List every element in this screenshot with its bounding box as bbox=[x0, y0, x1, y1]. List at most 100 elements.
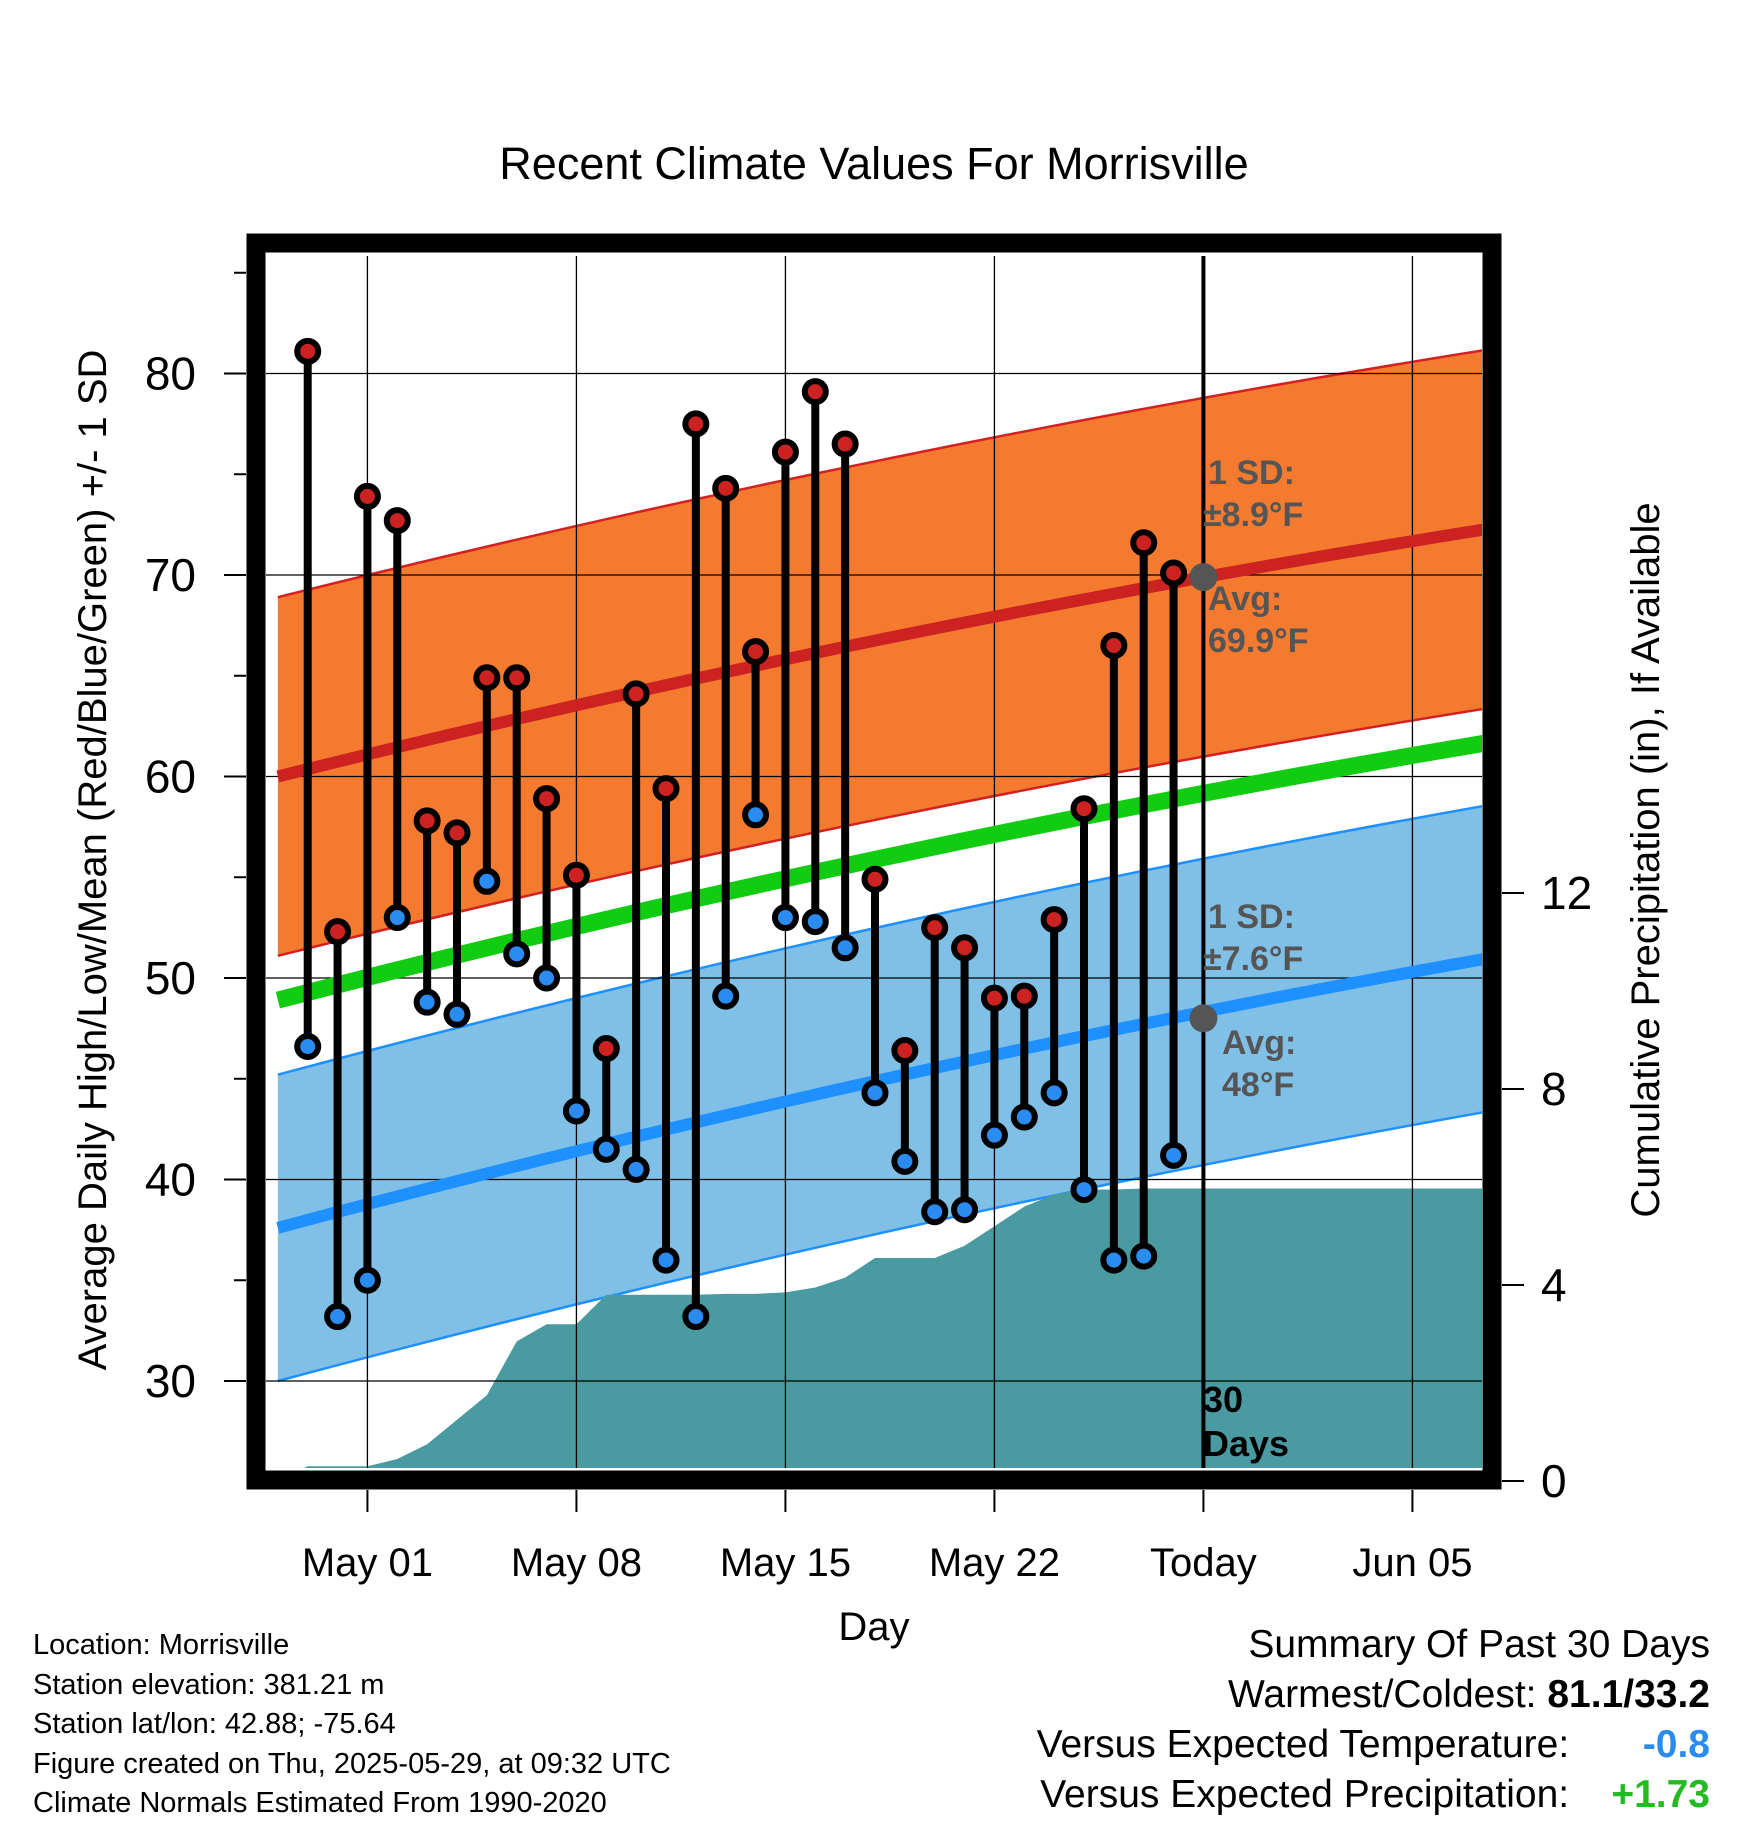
daily-low-point bbox=[1130, 1242, 1158, 1270]
daily-high-point bbox=[383, 507, 411, 535]
normals-text: Climate Normals Estimated From 1990-2020 bbox=[33, 1787, 607, 1819]
left-tick-label: 40 bbox=[145, 1154, 196, 1206]
right-tick-label: 0 bbox=[1541, 1455, 1567, 1507]
daily-low-point bbox=[861, 1079, 889, 1107]
high-sd-label: 1 SD: bbox=[1208, 454, 1295, 492]
daily-high-point bbox=[473, 664, 501, 692]
plot-frame bbox=[246, 233, 1502, 1490]
high-avg-label: Avg: bbox=[1208, 580, 1282, 618]
temp-label: Versus Expected Temperature: bbox=[1036, 1723, 1570, 1766]
daily-low-point bbox=[562, 1097, 590, 1125]
daily-low-point bbox=[353, 1266, 381, 1294]
daily-high-point bbox=[1070, 795, 1098, 823]
chart-title: Recent Climate Values For Morrisville bbox=[499, 138, 1248, 189]
daily-high-point bbox=[801, 378, 829, 406]
daily-high-point bbox=[533, 785, 561, 813]
daily-low-point bbox=[413, 988, 441, 1016]
daily-high-point bbox=[1010, 982, 1038, 1010]
right-tick-label: 12 bbox=[1541, 867, 1592, 919]
summary-panel: Summary Of Past 30 Days Warmest/Coldest:… bbox=[1037, 1620, 1710, 1820]
daily-low-point bbox=[891, 1147, 919, 1175]
precip-label: Versus Expected Precipitation: bbox=[1040, 1773, 1570, 1816]
annotations: 1 SD: ±8.9°F Avg: 69.9°F 1 SD: ±7.6°F Avg: 48°F bbox=[1189, 454, 1309, 1104]
left-axis: 30 40 50 60 70 80 Average Daily High/Low/Mean … bbox=[71, 271, 246, 1407]
daily-high-point bbox=[861, 865, 889, 893]
daily-high-point bbox=[324, 918, 352, 946]
daily-low-point bbox=[1040, 1079, 1068, 1107]
bottom-tick-label: May 08 bbox=[511, 1541, 642, 1585]
days-word-text: Days bbox=[1203, 1423, 1289, 1464]
daily-high-point bbox=[712, 474, 740, 502]
daily-high-point bbox=[443, 819, 471, 847]
daily-high-point bbox=[1130, 529, 1158, 557]
daily-high-point bbox=[951, 934, 979, 962]
right-axis: 0 4 8 12 Cumulative Precipitation (in), If A… bbox=[1502, 502, 1668, 1507]
bottom-axis: May 01 May 08 May 15 May 22 Today Jun 05 Day bbox=[302, 1490, 1472, 1649]
daily-high-point bbox=[652, 775, 680, 803]
daily-high-point bbox=[921, 914, 949, 942]
daily-high-point bbox=[1100, 632, 1128, 660]
daily-low-point bbox=[1010, 1103, 1038, 1131]
station-info: Location: Morrisville Station elevation:… bbox=[33, 1626, 671, 1824]
daily-low-point bbox=[771, 904, 799, 932]
cumulative-precip-area bbox=[304, 1188, 1482, 1468]
daily-high-point bbox=[413, 807, 441, 835]
daily-high-point bbox=[1040, 906, 1068, 934]
high-sd-upper-line bbox=[277, 349, 1482, 599]
created-text: Figure created on Thu, 2025-05-29, at 09… bbox=[33, 1747, 671, 1780]
daily-low-point bbox=[622, 1155, 650, 1183]
daily-low-point bbox=[712, 982, 740, 1010]
daily-high-point bbox=[831, 430, 859, 458]
daily-bars bbox=[294, 337, 1188, 1331]
daily-low-point bbox=[921, 1198, 949, 1226]
daily-high-point bbox=[682, 410, 710, 438]
bottom-tick-label: Today bbox=[1150, 1541, 1257, 1585]
high-sd-band bbox=[277, 350, 1482, 956]
daily-low-point bbox=[652, 1246, 680, 1274]
summary-precip: Versus Expected Precipitation: +1.73 bbox=[1037, 1770, 1710, 1820]
low-sd-lower-line bbox=[277, 1111, 1482, 1383]
daily-high-point bbox=[771, 438, 799, 466]
daily-high-point bbox=[891, 1037, 919, 1065]
avg-low-line bbox=[276, 953, 1482, 1234]
left-tick-label: 70 bbox=[145, 549, 196, 601]
left-tick-label: 50 bbox=[145, 952, 196, 1004]
location-text: Location: Morrisville bbox=[33, 1629, 290, 1661]
avg-high-today-marker bbox=[1189, 563, 1218, 592]
daily-high-point bbox=[562, 861, 590, 889]
daily-low-point bbox=[503, 940, 531, 968]
daily-high-point bbox=[622, 680, 650, 708]
daily-low-point bbox=[742, 801, 770, 829]
low-avg-label: Avg: bbox=[1222, 1024, 1296, 1062]
high-sd-value: ±8.9°F bbox=[1203, 496, 1303, 534]
daily-high-point bbox=[503, 664, 531, 692]
daily-low-point bbox=[801, 908, 829, 936]
right-tick-label: 8 bbox=[1541, 1063, 1567, 1115]
daily-low-point bbox=[1100, 1246, 1128, 1274]
bottom-axis-title: Day bbox=[838, 1605, 909, 1649]
daily-low-point bbox=[682, 1303, 710, 1331]
daily-low-point bbox=[473, 867, 501, 895]
daily-high-point bbox=[294, 337, 322, 365]
warm-cold-label: Warmest/Coldest: bbox=[1228, 1673, 1537, 1716]
daily-low-point bbox=[831, 934, 859, 962]
daily-high-point bbox=[980, 984, 1008, 1012]
bottom-tick-label: May 15 bbox=[720, 1541, 851, 1585]
daily-low-point bbox=[443, 1000, 471, 1028]
left-axis-title: Average Daily High/Low/Mean (Red/Blue/Gr… bbox=[71, 350, 115, 1371]
daily-low-point bbox=[294, 1033, 322, 1061]
left-tick-label: 30 bbox=[145, 1355, 196, 1407]
daily-low-point bbox=[383, 904, 411, 932]
daily-low-point bbox=[592, 1135, 620, 1163]
daily-high-point bbox=[1160, 559, 1188, 587]
low-avg-value: 48°F bbox=[1222, 1066, 1294, 1104]
precip-value: +1.73 bbox=[1611, 1773, 1710, 1816]
summary-warm-cold: Warmest/Coldest: 81.1/33.2 bbox=[1037, 1670, 1710, 1720]
summary-title: Summary Of Past 30 Days bbox=[1248, 1623, 1710, 1666]
high-avg-value: 69.9°F bbox=[1208, 622, 1309, 660]
low-sd-value: ±7.6°F bbox=[1203, 940, 1303, 978]
bottom-tick-label: Jun 05 bbox=[1352, 1541, 1472, 1585]
daily-high-point bbox=[353, 482, 381, 510]
